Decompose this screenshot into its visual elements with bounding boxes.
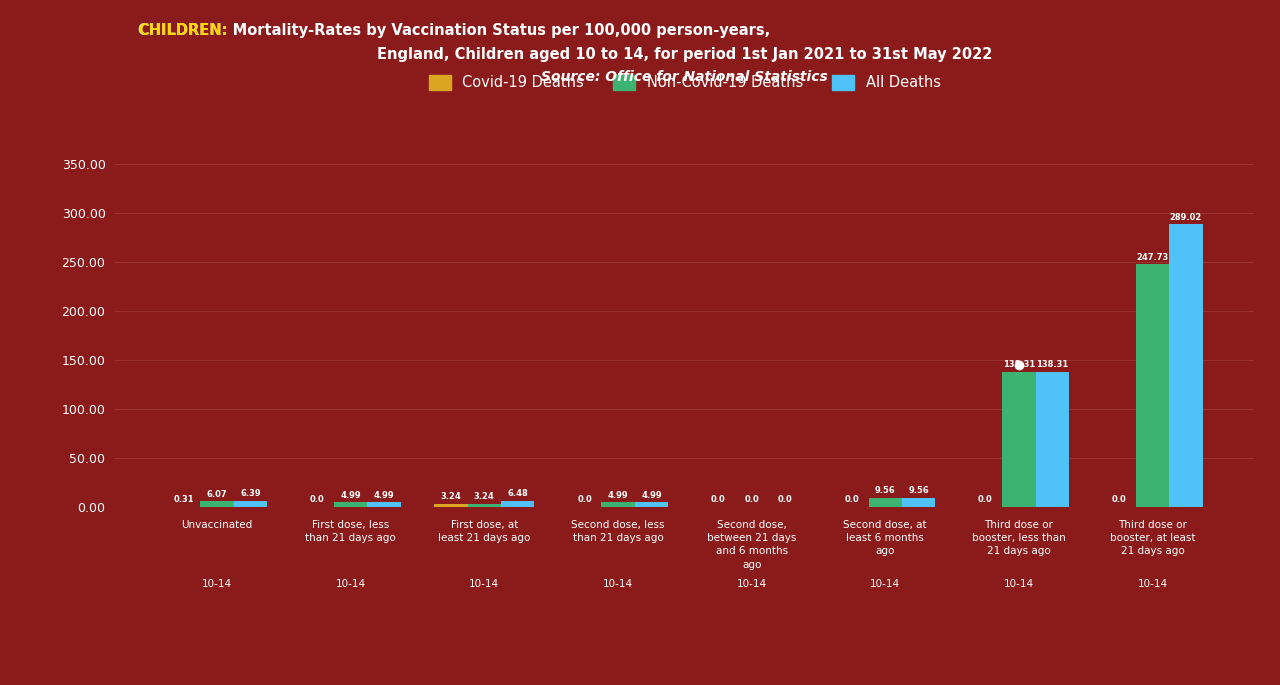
Bar	[602, 502, 635, 507]
Text: 9.56: 9.56	[909, 486, 929, 495]
Legend: Covid-19 Deaths, Non-Covid-19 Deaths, All Deaths: Covid-19 Deaths, Non-Covid-19 Deaths, Al…	[422, 69, 947, 96]
Bar	[1036, 371, 1069, 507]
Bar	[467, 503, 500, 507]
Text: 10-14: 10-14	[202, 579, 232, 589]
Text: 6.07: 6.07	[207, 490, 228, 499]
Text: 138.31: 138.31	[1036, 360, 1069, 369]
Bar	[500, 501, 535, 507]
Text: 247.73: 247.73	[1137, 253, 1169, 262]
Text: England, Children aged 10 to 14, for period 1st Jan 2021 to 31st May 2022: England, Children aged 10 to 14, for per…	[378, 47, 992, 62]
Text: 4.99: 4.99	[374, 490, 394, 499]
Text: 10-14: 10-14	[1004, 579, 1034, 589]
Text: 0.0: 0.0	[845, 495, 859, 504]
Text: 0.0: 0.0	[978, 495, 993, 504]
Bar	[367, 502, 401, 507]
Text: 10-14: 10-14	[335, 579, 366, 589]
Text: 6.48: 6.48	[507, 489, 529, 498]
Text: 4.99: 4.99	[608, 490, 628, 499]
Bar	[1135, 264, 1169, 507]
Bar	[869, 497, 902, 507]
Text: 0.0: 0.0	[577, 495, 591, 504]
Text: CHILDREN:: CHILDREN:	[138, 23, 228, 38]
Text: 289.02: 289.02	[1170, 212, 1202, 222]
Text: 0.0: 0.0	[1112, 495, 1126, 504]
Text: 9.56: 9.56	[874, 486, 896, 495]
Bar	[234, 501, 268, 507]
Text: 10-14: 10-14	[603, 579, 634, 589]
Text: 4.99: 4.99	[340, 490, 361, 499]
Text: 0.0: 0.0	[778, 495, 792, 504]
Text: 6.39: 6.39	[241, 489, 261, 498]
Text: 3.24: 3.24	[440, 493, 461, 501]
Bar	[434, 503, 467, 507]
Text: 10-14: 10-14	[1138, 579, 1167, 589]
Text: 10-14: 10-14	[470, 579, 499, 589]
Text: 0.31: 0.31	[173, 495, 195, 504]
Text: 10-14: 10-14	[870, 579, 900, 589]
Text: 0.0: 0.0	[710, 495, 726, 504]
Text: 3.24: 3.24	[474, 493, 495, 501]
Text: CHILDREN: Mortality-Rates by Vaccination Status per 100,000 person-years,: CHILDREN: Mortality-Rates by Vaccination…	[138, 23, 771, 38]
Text: 0.0: 0.0	[744, 495, 759, 504]
Text: 10-14: 10-14	[736, 579, 767, 589]
Text: 138.31: 138.31	[1002, 360, 1036, 369]
Bar	[334, 502, 367, 507]
Text: 4.99: 4.99	[641, 490, 662, 499]
Bar	[201, 501, 234, 507]
Bar	[1169, 224, 1203, 507]
Bar	[635, 502, 668, 507]
Text: 0.0: 0.0	[310, 495, 325, 504]
Text: Source: Office for National Statistics: Source: Office for National Statistics	[541, 71, 828, 84]
Bar	[902, 497, 936, 507]
Bar	[1002, 371, 1036, 507]
